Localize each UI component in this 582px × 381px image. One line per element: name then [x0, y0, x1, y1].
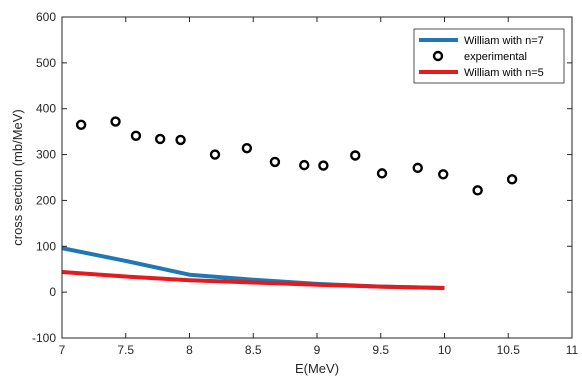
data-point [412, 162, 423, 174]
legend-label: experimental [464, 51, 527, 63]
data-point [130, 130, 142, 141]
legend-item: William with n=5 [419, 67, 544, 79]
x-tick-label: 11 [566, 343, 579, 357]
data-point [209, 149, 221, 160]
legend-swatch [432, 50, 444, 62]
data-point [299, 159, 310, 171]
y-tick-label: 100 [36, 239, 56, 253]
data-point [75, 119, 87, 130]
x-tick-label: 9.5 [372, 343, 389, 357]
legend-label: William with n=7 [464, 35, 544, 47]
x-tick-label: 10.5 [497, 343, 521, 357]
series-line [61, 269, 445, 291]
data-point [472, 185, 483, 196]
y-tick-label: 500 [36, 56, 56, 70]
x-tick-label: 8 [186, 343, 193, 357]
data-point [154, 133, 166, 145]
series-2 [61, 269, 445, 291]
y-tick-label: 600 [36, 10, 56, 24]
x-tick-label: 7 [59, 343, 66, 357]
x-tick-label: 10 [438, 343, 452, 357]
y-tick-label: 0 [49, 285, 56, 299]
x-tick-label: 8.5 [245, 343, 262, 357]
y-tick-label: 200 [36, 193, 56, 207]
legend-label: William with n=5 [464, 67, 544, 79]
legend-item: William with n=7 [419, 35, 544, 47]
x-tick-label: 9 [314, 343, 321, 357]
data-point [318, 160, 329, 171]
y-tick-label: -100 [32, 331, 56, 345]
data-point [438, 169, 449, 180]
y-tick-label: 300 [36, 148, 56, 162]
x-axis: 7 7.5 8 8.5 9 9.5 10 10.5 11 [59, 17, 579, 357]
legend: William with n=7 experimental William with… [413, 28, 565, 84]
data-point [241, 142, 253, 154]
data-point [175, 134, 186, 146]
x-axis-title: E(MeV) [295, 361, 339, 376]
data-point [350, 150, 361, 161]
data-point [376, 168, 388, 179]
series-layer [61, 116, 518, 291]
y-tick-label: 400 [36, 102, 56, 116]
y-axis-title: cross section (mb/MeV) [10, 109, 25, 246]
data-point [110, 116, 121, 127]
x-tick-label: 7.5 [117, 343, 134, 357]
series-1 [75, 116, 518, 196]
y-axis: -100 0 100 200 300 400 500 600 [32, 10, 572, 345]
data-point [269, 156, 281, 168]
legend-item: experimental [432, 50, 527, 63]
data-point [506, 174, 518, 185]
